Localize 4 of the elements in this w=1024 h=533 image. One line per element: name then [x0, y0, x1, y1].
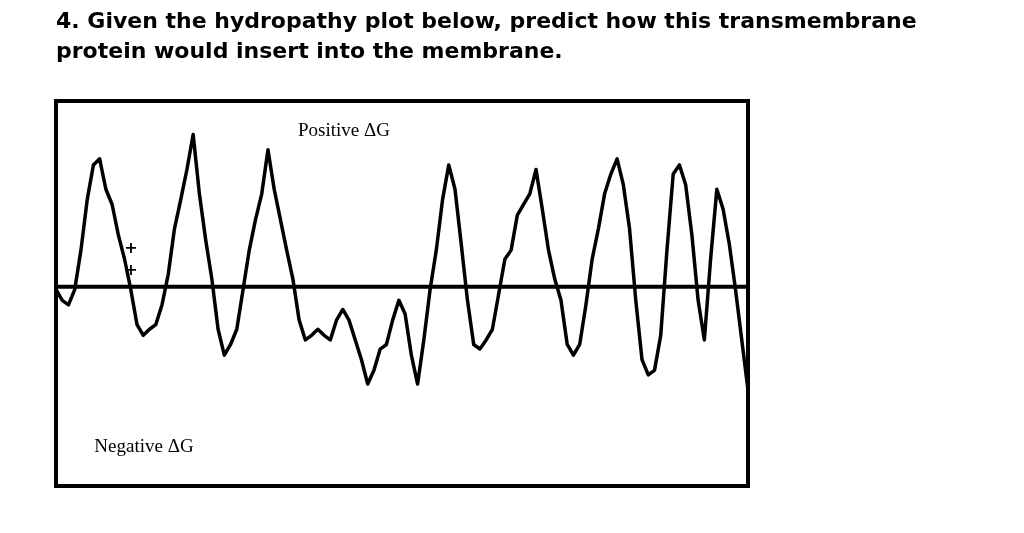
annotation: Positive ΔG: [298, 118, 391, 140]
chart-title: 4. Given the hydropathy plot below, predict how this transmembrane protein would insert into the membrane.: [56, 7, 918, 65]
text: Negative ΔG: [94, 434, 194, 456]
annotation: +: [124, 238, 138, 258]
